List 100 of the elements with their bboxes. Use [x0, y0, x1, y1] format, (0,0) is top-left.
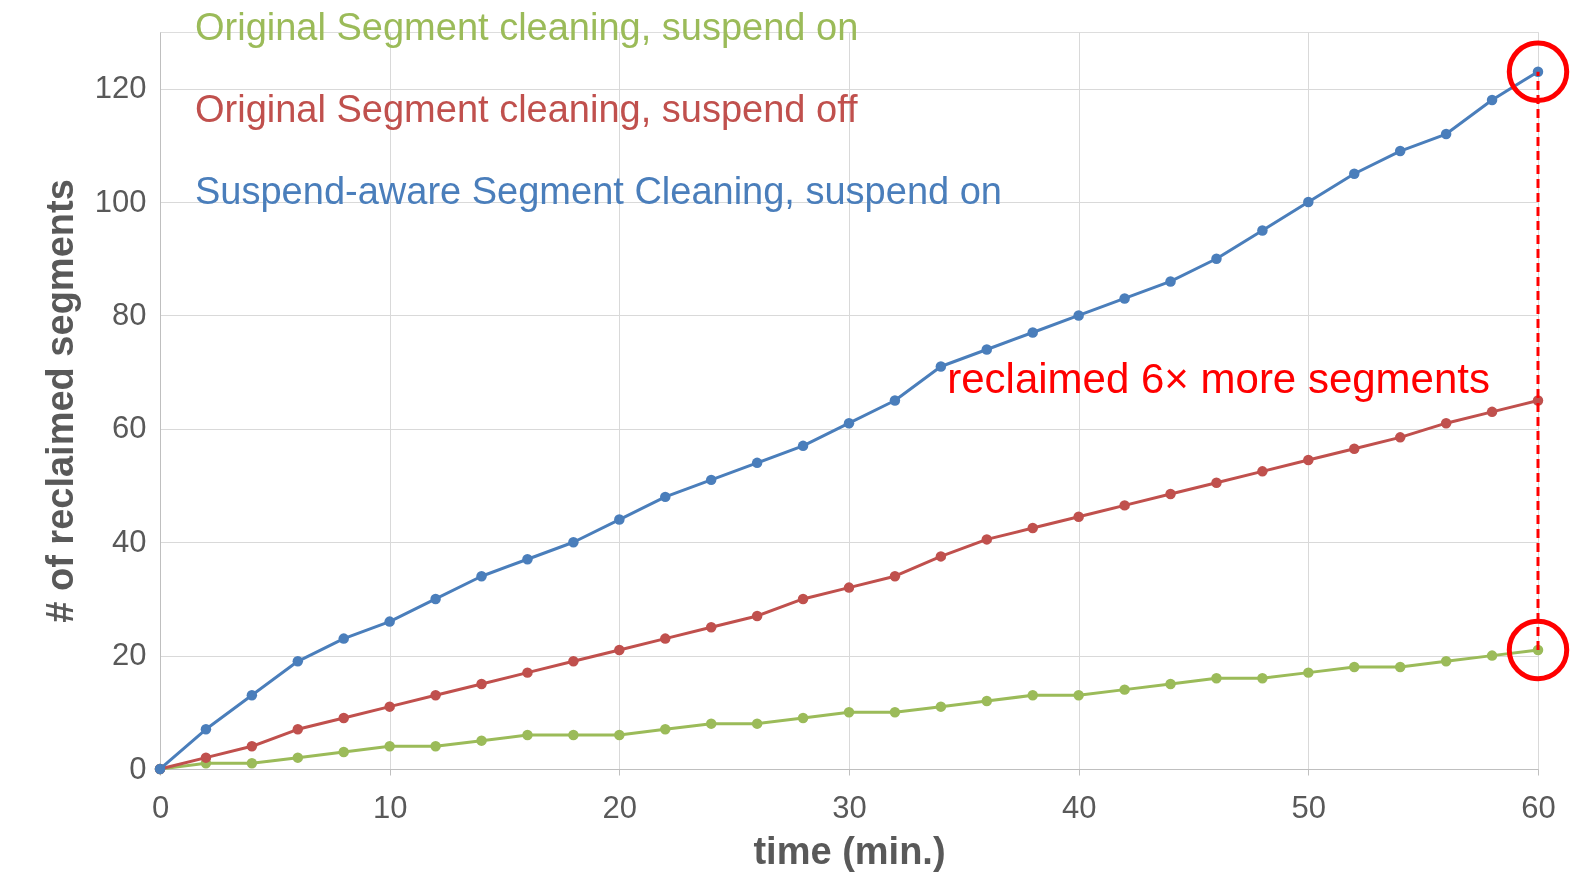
point [1211, 253, 1222, 264]
point [338, 746, 349, 758]
point [797, 440, 809, 452]
x-tick-label: 10 [372, 789, 408, 825]
point [935, 361, 947, 372]
point [568, 656, 579, 667]
point [338, 633, 349, 644]
point [660, 491, 671, 503]
point [1349, 661, 1360, 673]
y-tick-label: 40 [112, 523, 147, 559]
y-tick-label: 80 [112, 296, 147, 332]
y-axis-title: # of reclaimed segments [38, 179, 81, 623]
point [1257, 466, 1268, 477]
point [705, 718, 717, 729]
point [476, 678, 487, 690]
point [384, 616, 395, 627]
point [476, 735, 487, 746]
point [1165, 678, 1176, 690]
point [705, 474, 717, 486]
point [1211, 673, 1222, 684]
point [1119, 293, 1130, 304]
point [246, 741, 258, 752]
point [1394, 661, 1406, 673]
point [1257, 673, 1268, 684]
point [1440, 417, 1452, 429]
point [889, 395, 901, 406]
point [614, 514, 625, 525]
point [843, 417, 855, 429]
point [1073, 511, 1084, 522]
point [246, 758, 258, 769]
point [843, 582, 855, 593]
point [1394, 145, 1406, 157]
annotation: reclaimed 6× more segments [947, 355, 1490, 402]
point [246, 690, 258, 701]
point [430, 593, 441, 605]
point [1303, 196, 1314, 208]
point [614, 729, 625, 741]
point [1027, 522, 1038, 534]
point [338, 712, 349, 724]
point [1165, 276, 1176, 287]
point [705, 622, 717, 633]
y-tick-label: 100 [94, 183, 147, 219]
point [981, 534, 993, 545]
point [1073, 310, 1084, 321]
point [751, 718, 763, 729]
y-tick-label: 120 [94, 70, 147, 106]
point [1257, 225, 1268, 236]
point [1165, 488, 1176, 500]
point [1027, 327, 1038, 338]
point [476, 571, 487, 582]
point [751, 610, 763, 622]
point [1349, 168, 1360, 179]
point [522, 554, 533, 565]
point [1303, 454, 1314, 466]
text: Original Segment cleaning, suspend off [195, 88, 859, 130]
point [935, 551, 947, 562]
point [660, 724, 671, 735]
point [1440, 656, 1452, 667]
point [889, 571, 901, 582]
point [797, 593, 809, 605]
point [1394, 432, 1406, 443]
text: Suspend-aware Segment Cleaning, suspend on [195, 170, 1002, 212]
point [430, 690, 441, 701]
point [614, 644, 625, 656]
point [981, 344, 993, 355]
point [1486, 406, 1498, 418]
y-tick-label: 20 [112, 637, 147, 673]
point [1486, 94, 1498, 106]
point [200, 724, 212, 735]
point [843, 707, 855, 718]
point [522, 667, 533, 678]
point [981, 695, 993, 707]
x-tick-label: 50 [1291, 789, 1327, 825]
point [384, 701, 395, 712]
x-tick-label: 20 [602, 789, 638, 825]
point [292, 656, 304, 667]
point [522, 729, 533, 741]
point [1349, 443, 1360, 454]
point [1027, 690, 1038, 701]
point [1119, 684, 1130, 695]
point [751, 457, 763, 469]
point [660, 633, 671, 644]
x-tick-label: 0 [151, 789, 170, 825]
y-tick-label: 60 [112, 410, 147, 446]
point [430, 741, 441, 752]
x-tick-label: 40 [1061, 789, 1097, 825]
point [1486, 650, 1498, 661]
point [1440, 128, 1452, 140]
y-tick-label: 0 [129, 750, 147, 786]
point [1211, 477, 1222, 488]
point [568, 537, 579, 548]
x-tick-label: 60 [1521, 789, 1556, 825]
x-axis-title: time (min.) [753, 829, 946, 872]
point [568, 729, 579, 741]
point [1119, 500, 1130, 511]
point [200, 752, 212, 763]
point [889, 707, 901, 718]
point [1073, 690, 1084, 701]
text: Original Segment cleaning, suspend on [195, 6, 859, 48]
point [292, 752, 304, 763]
